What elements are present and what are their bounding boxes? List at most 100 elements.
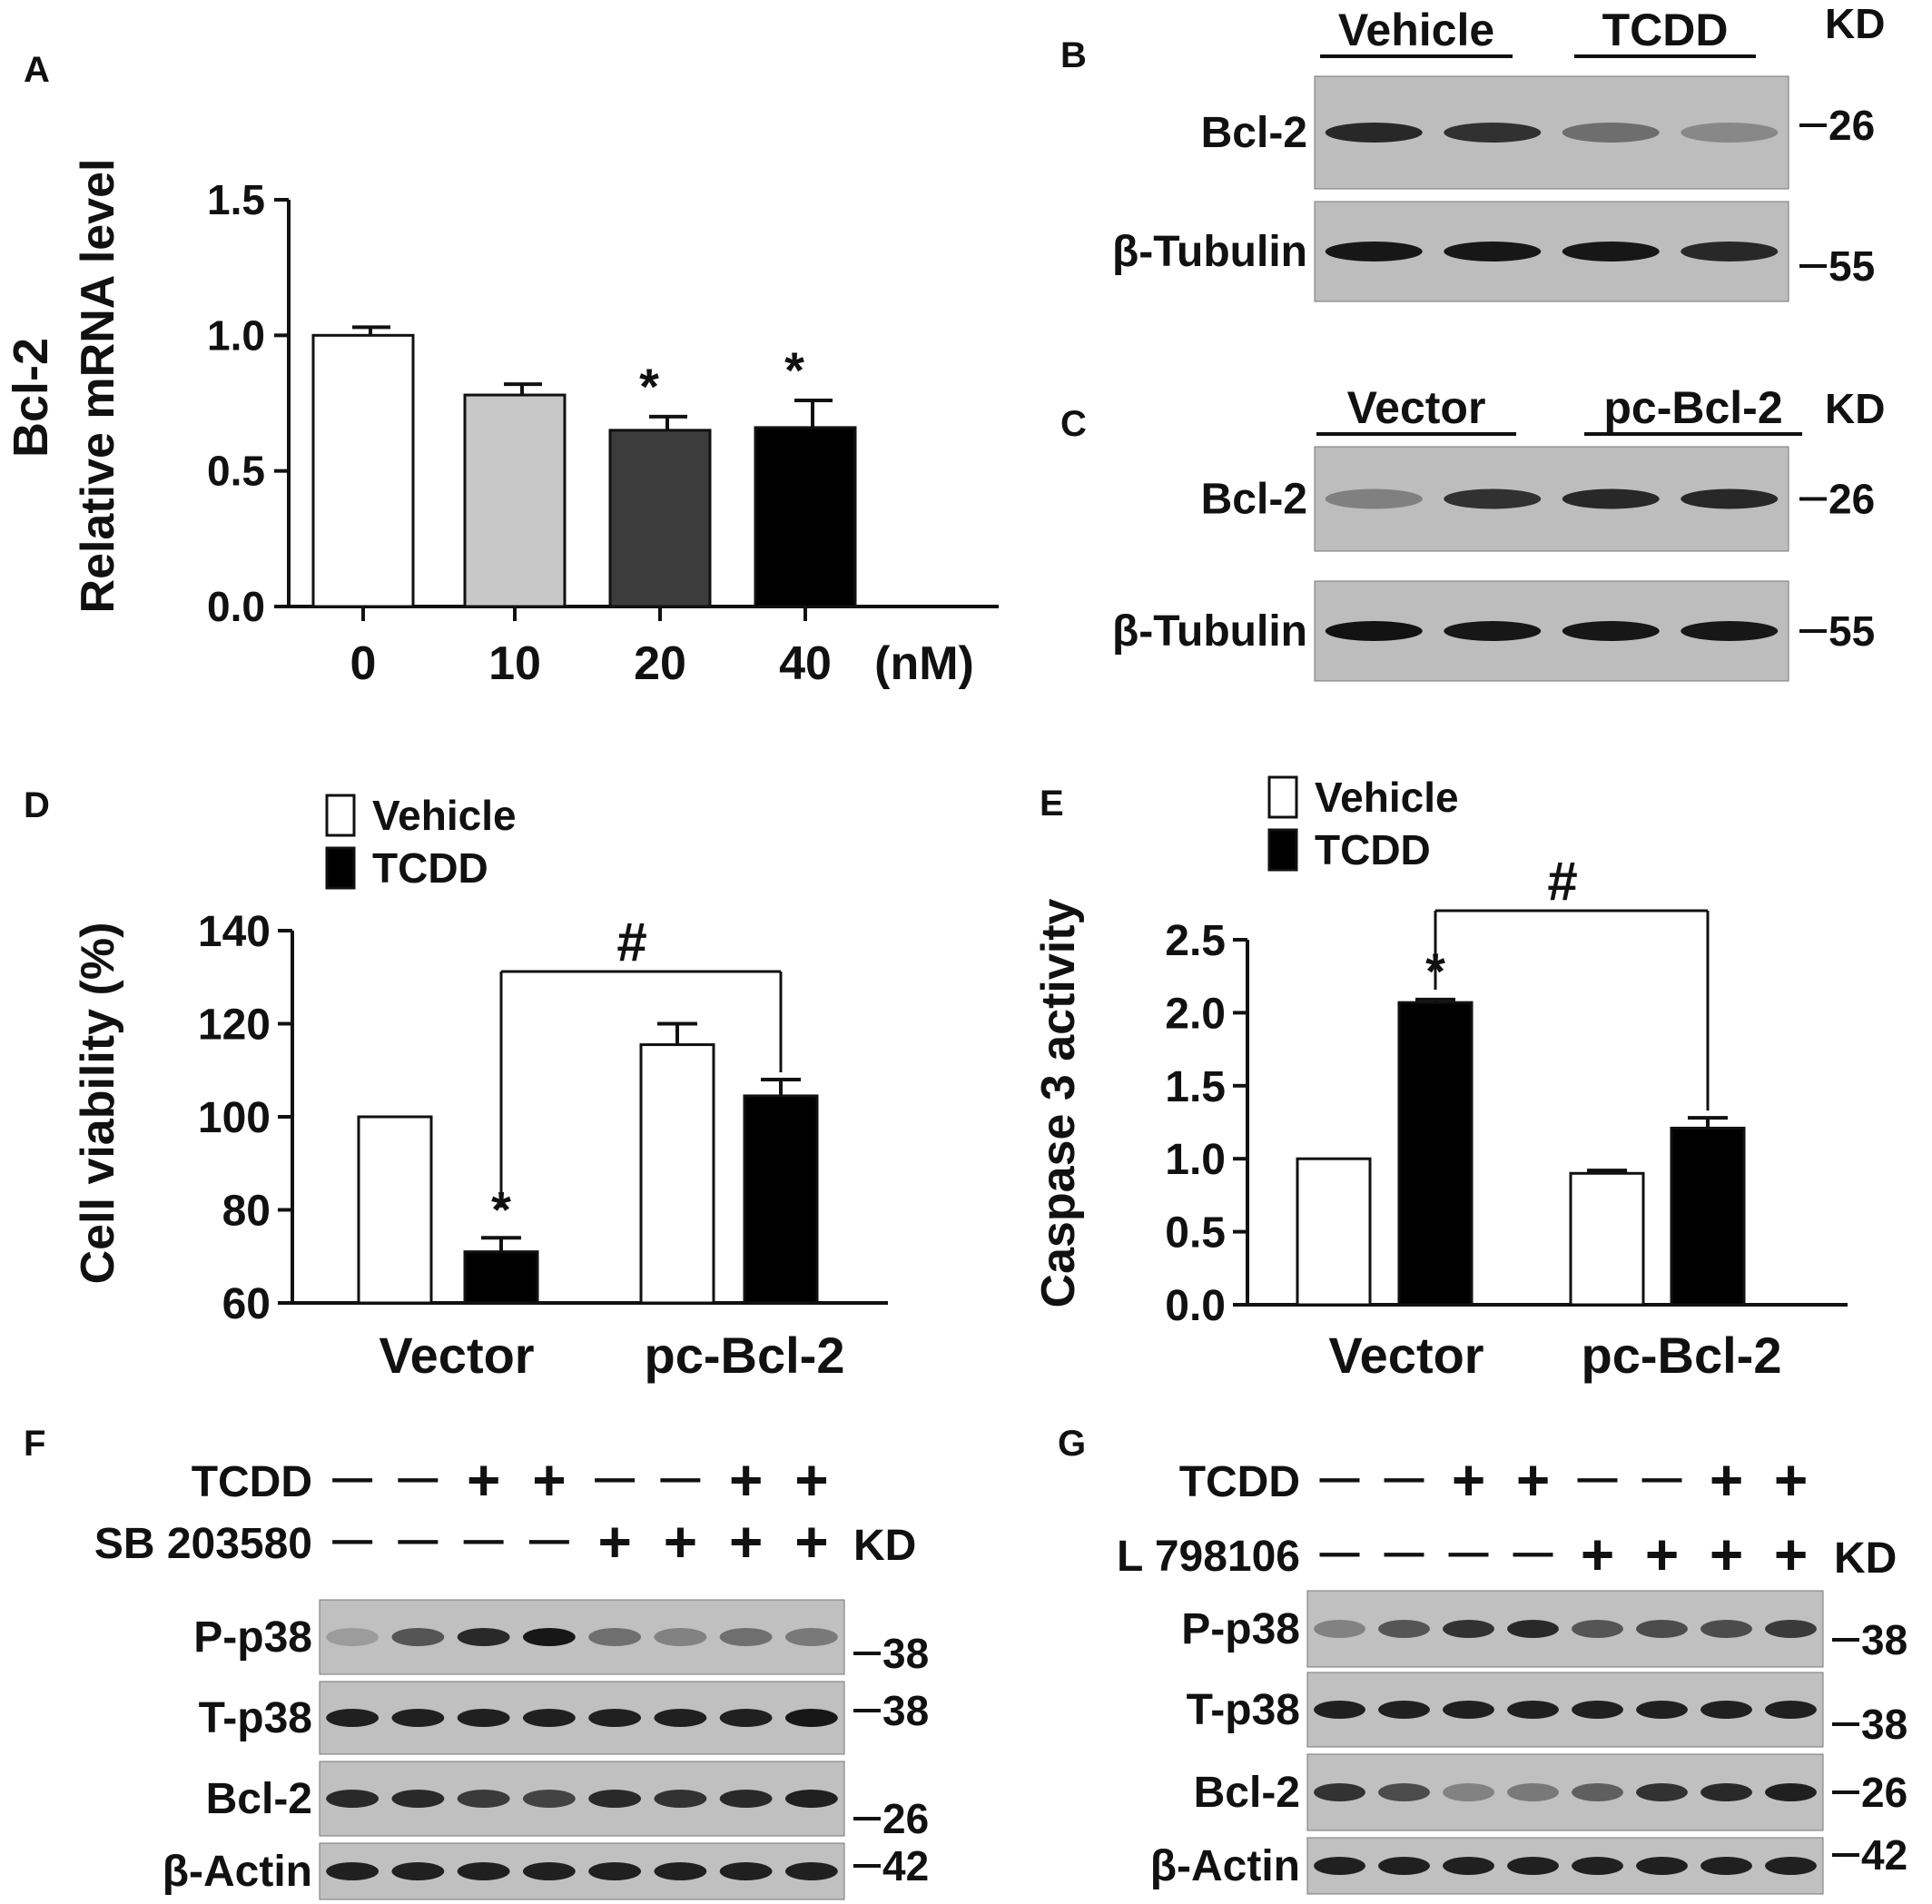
condition-sign: + <box>794 1509 828 1574</box>
blot-band <box>1314 1701 1365 1719</box>
blot-band <box>654 1628 707 1646</box>
panel-label-f: F <box>24 1424 45 1464</box>
blot-band <box>1444 123 1542 143</box>
blot-band <box>1444 621 1542 641</box>
kd-label: KD <box>1834 1534 1897 1583</box>
x-category-label: pc-Bcl-2 <box>645 1327 845 1384</box>
blot-band <box>1507 1857 1559 1875</box>
blot-band <box>654 1709 707 1727</box>
row-label: β-Tubulin <box>1112 228 1307 276</box>
x-category-label: pc-Bcl-2 <box>1582 1327 1782 1384</box>
condition-sign: + <box>729 1447 763 1513</box>
condition-sign: — <box>398 1517 438 1562</box>
panel-label-a: A <box>24 50 50 90</box>
blot-band <box>1443 1701 1494 1719</box>
y-axis-label: Cell viability (%) <box>72 922 124 1285</box>
y-tick-label: 140 <box>198 908 271 956</box>
y-tick-label: 0.5 <box>1165 1209 1226 1258</box>
y-tick-label: 1.0 <box>207 311 265 359</box>
kd-value: 26 <box>882 1795 929 1842</box>
condition-sign: — <box>1320 1455 1360 1500</box>
x-tick-label: 20 <box>634 637 686 690</box>
blot-band <box>1765 1783 1817 1801</box>
blot-band <box>1325 123 1423 143</box>
blot-band <box>1636 1701 1688 1719</box>
blot-band <box>719 1862 773 1880</box>
blot-band <box>588 1862 642 1880</box>
x-tick-label: 0 <box>350 637 377 690</box>
condition-sign: + <box>1516 1447 1550 1513</box>
bar <box>1569 1171 1645 1307</box>
panel-label-b: B <box>1060 35 1087 75</box>
condition-sign: — <box>332 1517 372 1562</box>
blot-band <box>457 1709 510 1727</box>
group-label: Vehicle <box>1338 5 1494 55</box>
blot-band <box>391 1862 445 1880</box>
bar <box>743 1094 819 1305</box>
kd-value: 55 <box>1828 242 1875 290</box>
condition-sign: — <box>1578 1455 1618 1500</box>
kd-value: 38 <box>882 1630 929 1677</box>
legend-label: Vehicle <box>372 792 517 839</box>
condition-label: TCDD <box>1179 1458 1300 1506</box>
blot-band <box>654 1790 707 1808</box>
kd-label: KD <box>853 1522 916 1570</box>
blot-band <box>1325 488 1423 509</box>
x-tick-label: 40 <box>779 637 832 690</box>
blot-band <box>1562 123 1660 143</box>
blot-band <box>1507 1701 1559 1719</box>
blot-band <box>522 1862 576 1880</box>
blot-band <box>326 1790 380 1808</box>
blot-f: TCDD — — + + — — + +SB 203580— — — — + + + + KDP-p38 38T-… <box>94 1447 929 1900</box>
significance-star: * <box>784 341 804 399</box>
row-label: β-Actin <box>163 1848 312 1896</box>
y-tick-label: 1.0 <box>1165 1136 1226 1184</box>
condition-sign: — <box>660 1455 700 1500</box>
blot-band <box>1507 1620 1559 1638</box>
y-tick-label: 100 <box>198 1094 271 1142</box>
condition-sign: — <box>398 1455 438 1500</box>
bar <box>1397 1001 1474 1307</box>
y-tick-label: 0.0 <box>207 583 265 630</box>
blot-band <box>1443 1783 1494 1801</box>
blot-band <box>1700 1783 1752 1801</box>
condition-sign: + <box>1581 1522 1614 1587</box>
blot-band <box>1443 1857 1494 1875</box>
blot-band <box>1378 1701 1430 1719</box>
x-category-label: Vector <box>1328 1327 1484 1384</box>
y-tick-label: 60 <box>222 1280 271 1328</box>
condition-sign: — <box>1385 1530 1424 1574</box>
blot-band <box>719 1709 773 1727</box>
blot-strip <box>319 1599 845 1675</box>
blot-g: TCDD — — + + — — + + L 798106 — — — — + + + + KD P-p38 38 T-p… <box>1117 1447 1907 1895</box>
row-label: Bcl-2 <box>1194 1769 1300 1817</box>
bar <box>311 333 415 608</box>
blot-band <box>588 1628 642 1646</box>
y-axis-label-line2: Relative mRNA level <box>72 159 124 614</box>
blot-band <box>522 1709 576 1727</box>
blot-band <box>1681 488 1779 509</box>
blot-band <box>1507 1783 1559 1801</box>
blot-band <box>1636 1857 1688 1875</box>
condition-sign: — <box>464 1517 504 1562</box>
kd-label: KD <box>1825 0 1885 47</box>
blot-band <box>326 1628 380 1646</box>
kd-value: 42 <box>882 1842 929 1889</box>
chart-e: 0.0 0.5 1.0 1.5 2.0 2.5 Vector pc-Bcl-2 Vehicle T… <box>1032 774 1848 1384</box>
blot-band <box>391 1790 445 1808</box>
bar <box>754 426 857 608</box>
blot-band <box>719 1628 773 1646</box>
y-tick-label: 80 <box>222 1188 271 1236</box>
blot-band <box>1562 621 1660 641</box>
condition-sign: + <box>1645 1522 1679 1587</box>
condition-sign: — <box>1642 1455 1682 1500</box>
y-tick-label: 0.0 <box>1165 1282 1226 1330</box>
blot-band <box>1378 1857 1430 1875</box>
condition-sign: + <box>597 1509 631 1574</box>
blot-c: Vector pc-Bcl-2 KD Bcl-2 26 β-Tubulin 55 <box>1112 382 1885 682</box>
legend-swatch <box>1267 828 1298 872</box>
condition-label: TCDD <box>192 1458 312 1506</box>
bar <box>357 1115 433 1305</box>
condition-label: SB 203580 <box>94 1520 312 1568</box>
